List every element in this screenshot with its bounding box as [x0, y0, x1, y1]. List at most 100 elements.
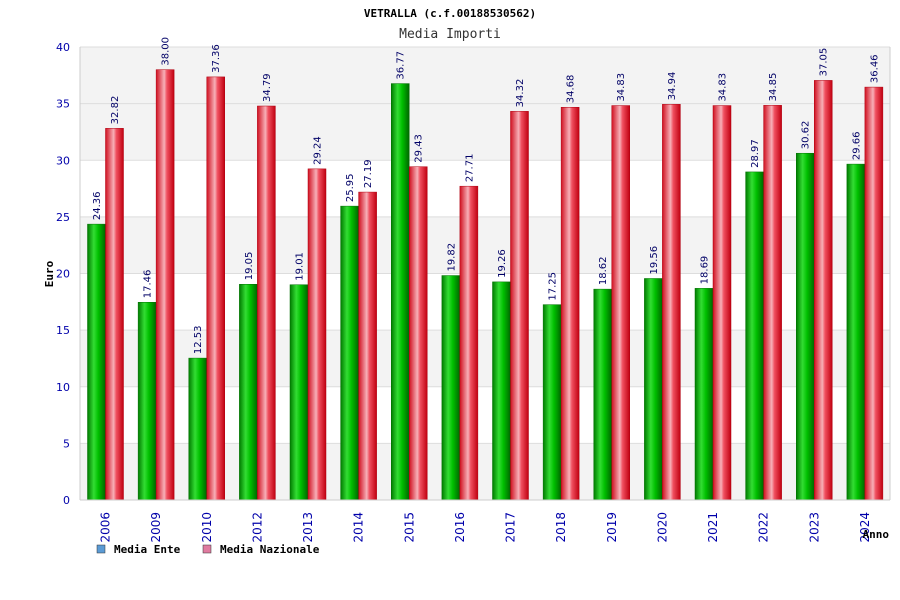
data-label-media-nazionale: 38.00	[161, 37, 172, 66]
data-label-media-nazionale: 37.36	[211, 44, 222, 73]
data-label-media-ente: 17.25	[548, 272, 559, 301]
bar-media-nazionale	[206, 76, 225, 501]
bar-media-ente	[340, 205, 359, 501]
bar-media-ente	[542, 304, 562, 501]
legend: Media Ente Media Nazionale	[96, 543, 320, 556]
bar-media-ente	[593, 288, 612, 501]
bar-media-ente	[188, 357, 207, 501]
data-label-media-ente: 19.05	[244, 252, 255, 281]
data-label-media-nazionale: 29.43	[414, 134, 425, 163]
data-label-media-nazionale: 37.05	[819, 48, 830, 77]
data-label-media-ente: 25.95	[345, 173, 356, 202]
x-tick-label: 2012	[250, 512, 264, 543]
y-axis-label: Euro	[43, 260, 56, 287]
y-tick-label: 15	[56, 324, 70, 337]
bar-media-ente	[239, 284, 258, 501]
data-label-media-ente: 19.56	[649, 246, 660, 275]
data-label-media-nazionale: 32.82	[110, 96, 121, 125]
axes-group	[79, 47, 891, 501]
data-label-media-ente: 24.36	[92, 191, 103, 220]
data-label-media-ente: 29.66	[851, 131, 862, 160]
chart-subtitle: Media Importi	[399, 27, 501, 42]
data-label-media-nazionale: 29.24	[313, 136, 324, 165]
x-tick-label: 2018	[554, 512, 568, 543]
y-tick-labels: 0 5 10 15 20 25 30 35 40	[56, 41, 70, 507]
x-tick-label: 2022	[757, 512, 771, 543]
legend-label-nazionale: Media Nazionale	[220, 543, 320, 556]
bar-media-ente	[492, 281, 511, 501]
y-tick-label: 25	[56, 211, 70, 224]
y-tick-label: 0	[63, 494, 70, 507]
bar-media-nazionale	[662, 104, 681, 501]
data-label-media-nazionale: 34.85	[768, 73, 779, 102]
x-tick-labels: 2006 2009 2010 2012 2013 2014 2015 2016 2017 2018…	[99, 512, 872, 543]
x-tick-label: 2016	[453, 512, 467, 543]
data-label-media-nazionale: 27.71	[464, 154, 475, 183]
bar-media-ente	[796, 152, 815, 501]
bar-media-ente	[745, 171, 764, 501]
bar-media-nazionale	[763, 105, 782, 501]
data-label-media-nazionale: 34.32	[515, 79, 526, 108]
bar-media-ente	[289, 284, 309, 501]
legend-swatch-nazionale	[202, 544, 212, 554]
bar-media-ente	[87, 223, 106, 501]
x-tick-label: 2006	[99, 512, 113, 543]
data-labels-group: 24.36 32.82 17.46 38.00 12.53 37.36 19.05 34.79…	[92, 37, 880, 354]
data-label-media-ente: 19.01	[295, 252, 306, 281]
bar-media-nazionale	[155, 69, 175, 501]
x-tick-label: 2015	[402, 512, 416, 543]
x-tick-label: 2017	[504, 512, 518, 543]
data-label-media-nazionale: 34.83	[718, 73, 729, 102]
bar-media-nazionale	[459, 185, 479, 501]
x-tick-label: 2021	[706, 512, 720, 543]
data-label-media-ente: 30.62	[801, 121, 812, 150]
bar-media-nazionale	[358, 191, 377, 501]
data-label-media-nazionale: 36.46	[869, 54, 880, 83]
bar-media-nazionale	[712, 105, 732, 501]
y-tick-label: 10	[56, 381, 70, 394]
bar-media-nazionale	[611, 105, 630, 501]
chart-title: VETRALLA (c.f.00188530562)	[364, 7, 536, 20]
bar-media-nazionale	[814, 80, 833, 501]
data-label-media-ente: 18.62	[598, 256, 609, 285]
x-tick-label: 2013	[301, 512, 315, 543]
data-label-media-ente: 36.77	[396, 51, 407, 80]
legend-label-ente: Media Ente	[114, 543, 181, 556]
bar-media-nazionale	[257, 105, 276, 501]
bar-media-nazionale	[510, 111, 529, 501]
data-label-media-ente: 17.46	[143, 270, 154, 299]
y-tick-label: 35	[56, 98, 70, 111]
bar-media-ente	[441, 275, 461, 501]
bar-media-nazionale	[560, 106, 580, 501]
bar-media-ente	[694, 288, 714, 501]
bar-media-ente	[846, 163, 866, 501]
x-tick-label: 2023	[807, 512, 821, 543]
y-tick-label: 20	[56, 268, 70, 281]
data-label-media-nazionale: 34.83	[616, 73, 627, 102]
x-tick-label: 2009	[149, 512, 163, 543]
bar-media-nazionale	[105, 128, 124, 501]
data-label-media-ente: 12.53	[193, 325, 204, 354]
data-label-media-ente: 18.69	[700, 256, 711, 285]
x-tick-label: 2020	[655, 512, 669, 543]
data-label-media-nazionale: 34.94	[667, 72, 678, 101]
x-axis-label: Anno	[863, 528, 890, 541]
y-tick-label: 30	[56, 154, 70, 167]
bar-media-nazionale	[409, 166, 428, 501]
x-tick-label: 2019	[605, 512, 619, 543]
y-tick-label: 40	[56, 41, 70, 54]
bar-media-ente	[137, 302, 157, 501]
y-tick-label: 5	[63, 437, 70, 450]
x-tick-label: 2024	[858, 512, 872, 543]
bar-media-nazionale	[864, 86, 884, 501]
x-tick-label: 2010	[200, 512, 214, 543]
bar-media-nazionale	[307, 168, 327, 501]
bars-group	[87, 69, 884, 501]
x-tick-label: 2014	[352, 512, 366, 543]
data-label-media-ente: 19.26	[497, 249, 508, 278]
data-label-media-ente: 28.97	[750, 139, 761, 168]
data-label-media-nazionale: 27.19	[363, 159, 374, 188]
data-label-media-ente: 19.82	[446, 243, 457, 272]
bar-media-ente	[391, 83, 410, 501]
